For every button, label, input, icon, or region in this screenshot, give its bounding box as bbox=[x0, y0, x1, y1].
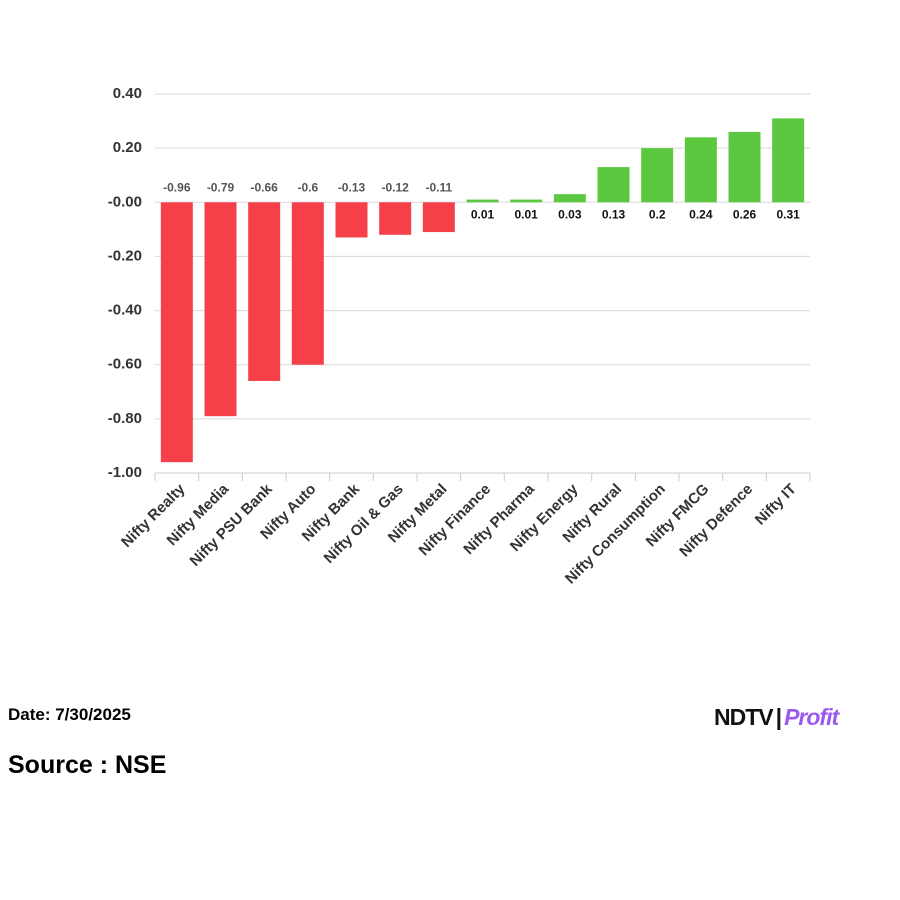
data-label: -0.12 bbox=[381, 180, 409, 194]
bar bbox=[772, 118, 805, 203]
y-tick-label: -0.00 bbox=[108, 193, 142, 210]
bar bbox=[160, 202, 193, 463]
y-tick-label: -0.40 bbox=[108, 302, 142, 319]
y-tick-label: -0.80 bbox=[108, 410, 142, 427]
logo-profit: Profit bbox=[784, 704, 839, 730]
y-tick-label: -0.20 bbox=[108, 247, 142, 264]
data-label: 0.31 bbox=[776, 207, 800, 221]
data-label: -0.96 bbox=[163, 180, 191, 194]
date: Date: 7/30/2025 bbox=[8, 705, 131, 724]
data-label: 0.24 bbox=[689, 207, 713, 221]
data-label: 0.01 bbox=[514, 207, 538, 221]
bar bbox=[553, 194, 586, 203]
data-label: -0.79 bbox=[207, 180, 235, 194]
data-label: -0.66 bbox=[250, 180, 278, 194]
x-tick-label: Nifty IT bbox=[752, 481, 800, 529]
bar bbox=[335, 202, 368, 238]
y-tick-label: 0.20 bbox=[113, 139, 142, 156]
bar bbox=[422, 202, 455, 233]
bar bbox=[641, 148, 674, 203]
bar bbox=[684, 137, 717, 203]
bar bbox=[510, 199, 543, 203]
y-tick-label: -0.60 bbox=[108, 356, 142, 373]
data-label: 0.03 bbox=[558, 207, 582, 221]
data-label: 0.01 bbox=[471, 207, 495, 221]
chart: 0.40 0.20 -0.00 -0.20 -0.40 -0.60 -0.80 -1.00 -0… bbox=[108, 85, 811, 587]
bar bbox=[597, 167, 630, 203]
bar bbox=[291, 202, 324, 365]
data-label: -0.11 bbox=[425, 180, 452, 194]
y-tick-label: 0.40 bbox=[113, 85, 142, 102]
data-label: 0.2 bbox=[649, 207, 666, 221]
data-label: 0.26 bbox=[733, 207, 757, 221]
logo-ndtv: NDTV bbox=[714, 704, 774, 730]
data-label: 0.13 bbox=[602, 207, 626, 221]
y-tick-label: -1.00 bbox=[108, 464, 142, 481]
data-label: -0.6 bbox=[297, 180, 318, 194]
source: Source : NSE bbox=[8, 751, 167, 779]
bar bbox=[466, 199, 499, 203]
bar bbox=[204, 202, 237, 417]
data-label: -0.13 bbox=[338, 180, 366, 194]
bar bbox=[248, 202, 281, 381]
bar bbox=[379, 202, 412, 235]
x-tick-label: Nifty Oil & Gas bbox=[321, 481, 407, 567]
bar bbox=[728, 131, 761, 203]
logo: NDTV | Profit bbox=[714, 704, 839, 730]
